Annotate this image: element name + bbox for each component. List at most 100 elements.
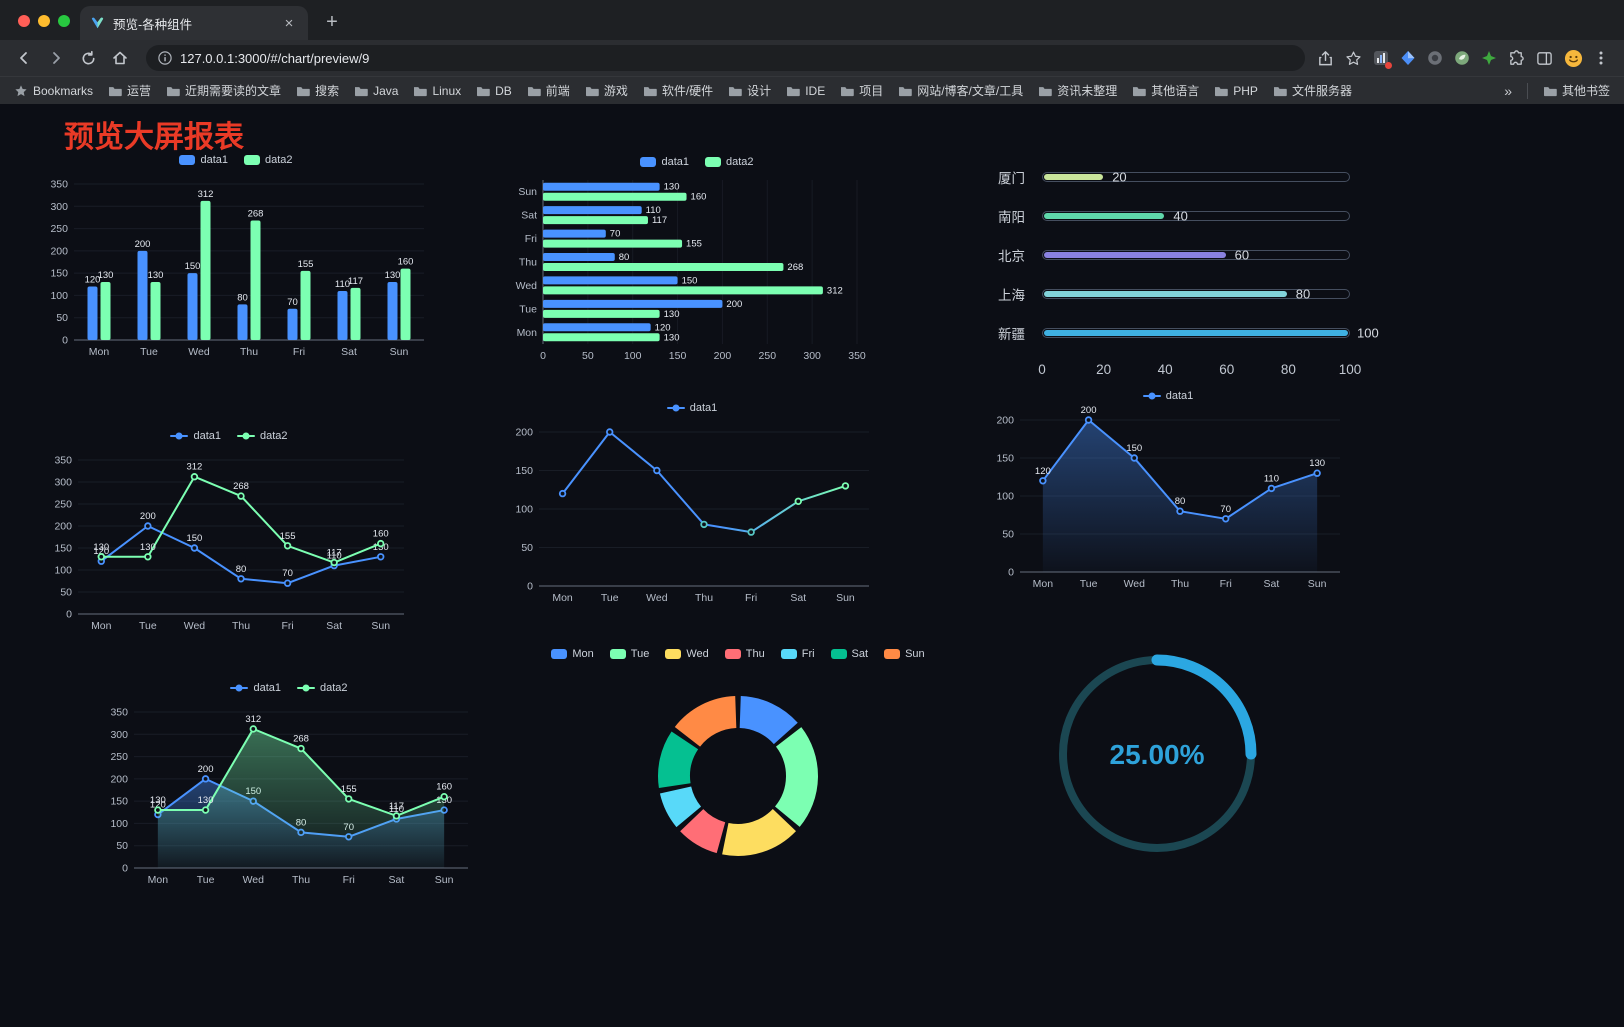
svg-text:80: 80 — [619, 252, 630, 263]
folder-icon — [841, 86, 854, 96]
tab-favicon — [91, 17, 104, 28]
bookmark-folder-item[interactable]: 其他语言 — [1132, 82, 1199, 99]
bookmark-folder-item[interactable]: 文件服务器 — [1273, 82, 1352, 99]
side-panel-icon[interactable] — [1536, 50, 1553, 67]
extensions-puzzle-icon[interactable] — [1508, 49, 1525, 67]
bookmark-item-bookmarks[interactable]: Bookmarks — [14, 84, 93, 98]
svg-text:Wed: Wed — [188, 346, 210, 358]
legend-item-data1[interactable]: data1 — [230, 682, 281, 694]
svg-text:Thu: Thu — [232, 620, 250, 632]
new-tab-button[interactable]: + — [326, 10, 338, 33]
svg-text:110: 110 — [327, 551, 342, 562]
legend-item-Thu[interactable]: Thu — [724, 648, 765, 660]
site-info-icon[interactable] — [158, 51, 172, 65]
svg-text:70: 70 — [282, 568, 293, 579]
bookmark-folder-item[interactable]: DB — [476, 84, 512, 98]
legend-item-data2[interactable]: data2 — [297, 682, 348, 694]
legend-item-data2[interactable]: data2 — [705, 156, 754, 168]
bookmark-folder-item[interactable]: 游戏 — [585, 82, 628, 99]
bookmark-folder-item[interactable]: 项目 — [840, 82, 883, 99]
bookmark-folder-item[interactable]: 资讯未整理 — [1038, 82, 1117, 99]
legend-item-data1[interactable]: data1 — [170, 430, 221, 442]
legend-item-data2[interactable]: data2 — [237, 430, 288, 442]
legend-item-Wed[interactable]: Wed — [665, 648, 709, 660]
svg-text:50: 50 — [1002, 529, 1014, 541]
legend-item-Sat[interactable]: Sat — [830, 648, 868, 660]
legend-item-Mon[interactable]: Mon — [551, 648, 594, 660]
legend-label: data2 — [726, 156, 754, 168]
bookmark-folder-item[interactable]: Linux — [413, 84, 461, 98]
svg-text:150: 150 — [110, 796, 128, 808]
bookmark-folder-item[interactable]: 设计 — [728, 82, 771, 99]
legend-swatch-icon — [665, 649, 682, 659]
svg-text:Wed: Wed — [646, 592, 668, 604]
menu-kebab-icon[interactable] — [1594, 50, 1608, 66]
forward-button[interactable] — [42, 44, 70, 72]
legend-item-data1[interactable]: data1 — [1142, 390, 1193, 402]
svg-text:Sat: Sat — [389, 874, 405, 886]
bookmark-folder-item[interactable]: IDE — [786, 84, 825, 98]
line-dual-canvas: 0 50 100 150 200 250 300 350 Mon Tue Wed Thu Fri Sat S… — [54, 455, 404, 632]
bookmark-folder-item[interactable]: Java — [354, 84, 398, 98]
svg-text:200: 200 — [1081, 406, 1097, 416]
bookmark-folder-item[interactable]: PHP — [1214, 84, 1258, 98]
bookmark-folder-item[interactable]: 软件/硬件 — [643, 82, 713, 99]
bookmarks-overflow-button[interactable]: » — [1504, 82, 1512, 99]
progress-fill — [1044, 291, 1287, 297]
bookmark-folder-item[interactable]: 运营 — [108, 82, 151, 99]
back-button[interactable] — [10, 44, 38, 72]
tab-close-button[interactable]: × — [284, 14, 294, 32]
svg-text:0: 0 — [62, 335, 68, 347]
bookmark-folder-item[interactable]: 前端 — [527, 82, 570, 99]
bookmark-folder-item[interactable]: 网站/博客/文章/工具 — [898, 82, 1023, 99]
legend-item-data2[interactable]: data2 — [244, 154, 293, 166]
svg-text:155: 155 — [280, 531, 296, 542]
zoom-window-button[interactable] — [58, 15, 70, 27]
svg-text:Sat: Sat — [1264, 578, 1280, 590]
svg-text:Fri: Fri — [1220, 578, 1232, 590]
bookmark-folder-item[interactable]: 搜索 — [296, 82, 339, 99]
svg-text:200: 200 — [140, 511, 156, 522]
legend-label: Mon — [572, 648, 594, 660]
svg-text:120: 120 — [1035, 466, 1051, 477]
close-window-button[interactable] — [18, 15, 30, 27]
extension-star-icon[interactable] — [1481, 50, 1497, 66]
legend-item-Sun[interactable]: Sun — [884, 648, 925, 660]
svg-text:Tue: Tue — [1080, 578, 1098, 590]
svg-text:350: 350 — [50, 179, 68, 191]
minimize-window-button[interactable] — [38, 15, 50, 27]
browser-tab[interactable]: 预览-各种组件 × — [80, 6, 308, 40]
folder-icon — [1039, 86, 1053, 96]
home-button[interactable] — [106, 44, 134, 72]
bookmark-folder-label: 前端 — [545, 84, 570, 98]
progress-fill — [1044, 174, 1104, 180]
extension-circle-icon[interactable] — [1427, 50, 1443, 66]
url-text: 127.0.0.1:3000/#/chart/preview/9 — [180, 50, 370, 66]
svg-text:50: 50 — [116, 840, 128, 852]
svg-text:130: 130 — [150, 795, 166, 806]
extension-gem-icon[interactable] — [1400, 50, 1416, 66]
legend-item-Tue[interactable]: Tue — [609, 648, 649, 660]
address-bar[interactable]: 127.0.0.1:3000/#/chart/preview/9 — [146, 45, 1305, 71]
extension-stats-icon[interactable] — [1373, 50, 1392, 69]
svg-text:150: 150 — [669, 350, 687, 362]
legend-item-Fri[interactable]: Fri — [780, 648, 815, 660]
legend-item-data1[interactable]: data1 — [640, 156, 689, 168]
bookmark-star-icon[interactable] — [1345, 50, 1362, 67]
reload-button[interactable] — [74, 44, 102, 72]
svg-text:160: 160 — [373, 529, 389, 540]
other-bookmarks-button[interactable]: 其他书签 — [1543, 82, 1610, 99]
svg-text:Wed: Wed — [184, 620, 206, 632]
svg-text:Sat: Sat — [326, 620, 342, 632]
legend-item-data1[interactable]: data1 — [666, 402, 717, 414]
share-icon[interactable] — [1317, 50, 1334, 67]
chart-bar-vertical: data1 data2 0 50 100 150 200 250 300 350 Mon Tue Wed… — [40, 150, 432, 364]
profile-avatar[interactable] — [1564, 49, 1583, 68]
chart-city-progress: 厦门 20 南阳 40 北京 60 上海 80 新疆 100 0 20 40 60 80 100 — [998, 158, 1379, 388]
extension-leaf-icon[interactable] — [1454, 50, 1470, 66]
legend-item-data1[interactable]: data1 — [179, 154, 228, 166]
bookmark-folder-item[interactable]: 近期需要读的文章 — [166, 82, 281, 99]
svg-text:350: 350 — [848, 350, 866, 362]
svg-text:200: 200 — [54, 521, 72, 533]
